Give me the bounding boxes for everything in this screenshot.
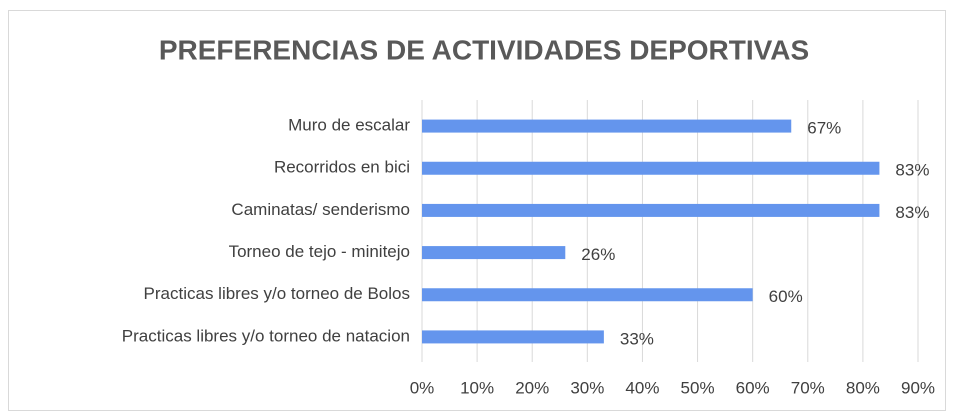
- y-tick-label: Caminatas/ senderismo: [231, 200, 410, 219]
- data-label: 26%: [581, 245, 615, 264]
- data-label: 60%: [769, 287, 803, 306]
- bar: [422, 203, 880, 217]
- data-label: 67%: [807, 119, 841, 138]
- data-label: 33%: [620, 329, 654, 348]
- y-tick-label: Torneo de tejo - minitejo: [229, 242, 410, 261]
- y-tick-label: Recorridos en bici: [274, 158, 410, 177]
- bar: [422, 330, 604, 344]
- chart-title: PREFERENCIAS DE ACTIVIDADES DEPORTIVAS: [159, 34, 809, 65]
- data-label: 83%: [895, 203, 929, 222]
- x-tick-label: 70%: [791, 378, 825, 397]
- y-tick-label: Practicas libres y/o torneo de natacion: [122, 326, 410, 345]
- x-tick-label: 10%: [460, 378, 494, 397]
- x-tick-label: 30%: [570, 378, 604, 397]
- x-tick-label: 50%: [681, 378, 715, 397]
- x-tick-label: 60%: [736, 378, 770, 397]
- x-tick-label: 0%: [410, 378, 435, 397]
- y-tick-label: Practicas libres y/o torneo de Bolos: [144, 284, 410, 303]
- bar: [422, 246, 566, 260]
- bar: [422, 161, 880, 175]
- x-tick-label: 90%: [901, 378, 935, 397]
- x-tick-label: 80%: [846, 378, 880, 397]
- data-label: 83%: [895, 161, 929, 180]
- bar: [422, 119, 792, 133]
- y-tick-label: Muro de escalar: [288, 116, 410, 135]
- x-tick-label: 20%: [515, 378, 549, 397]
- x-tick-label: 40%: [625, 378, 659, 397]
- bar: [422, 288, 753, 302]
